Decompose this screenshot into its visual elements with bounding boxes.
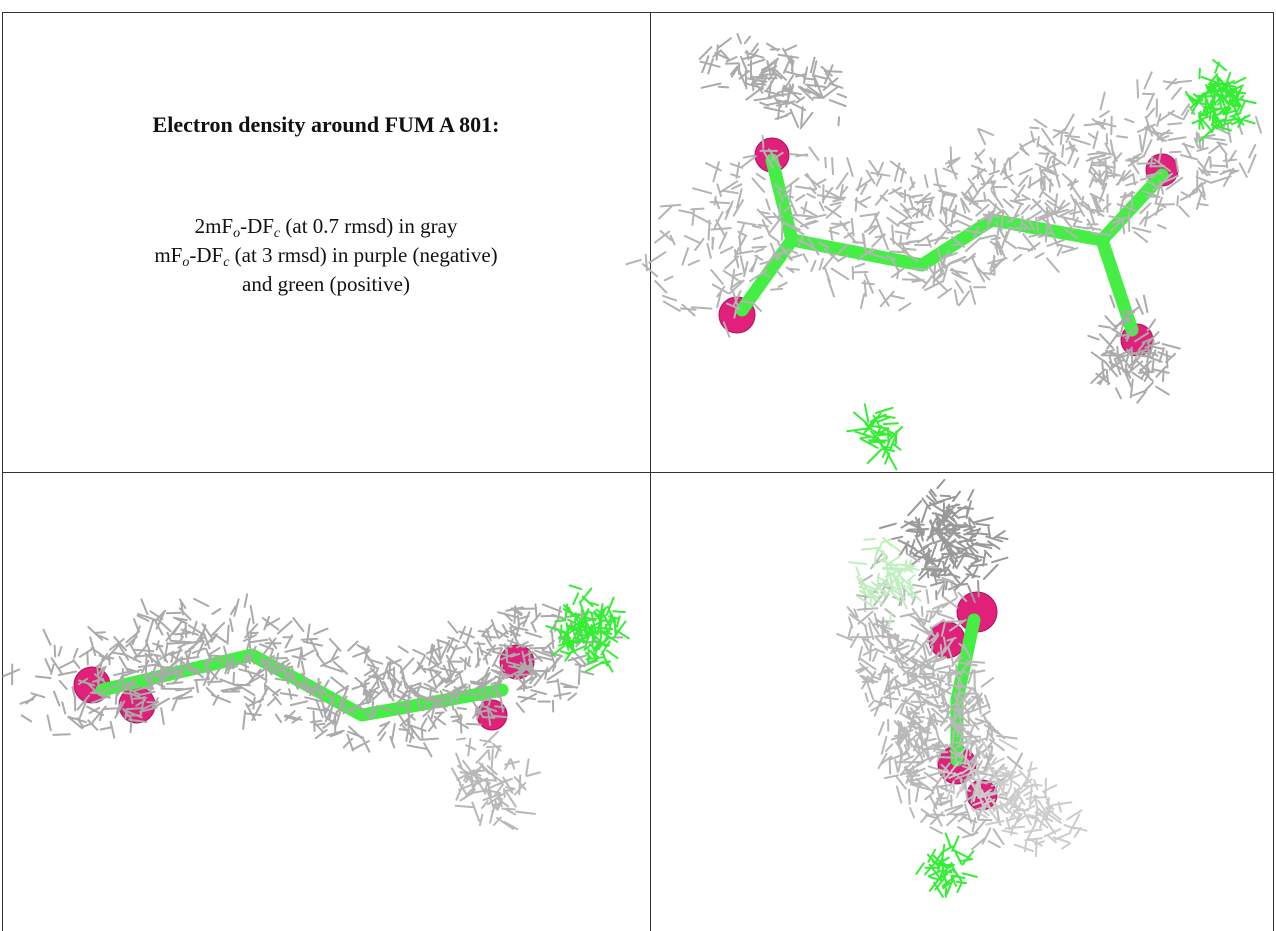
density-mesh (1184, 59, 1257, 143)
density-mesh (698, 33, 847, 130)
bond-stick (1095, 233, 1139, 337)
text-run: -DF (240, 214, 274, 238)
text-run: mF (154, 243, 183, 267)
density-images (2, 12, 1274, 931)
density-mesh (848, 536, 922, 628)
bond-stick (735, 153, 799, 317)
density-mesh (938, 736, 1088, 858)
figure-table: Electron density around FUM A 801: 2mFo-… (2, 12, 1274, 931)
density-mesh (878, 478, 1009, 604)
caption-cell: Electron density around FUM A 801: 2mFo-… (2, 12, 650, 472)
density-mesh (836, 552, 1023, 851)
text-run: and green (positive) (242, 272, 410, 296)
subscript: o (233, 226, 241, 241)
density-mesh (846, 403, 903, 471)
caption-title: Electron density around FUM A 801: (152, 112, 500, 137)
density-mesh (1087, 294, 1181, 404)
subscript: o (182, 255, 190, 270)
text-run: (at 3 rmsd) in purple (negative) (229, 243, 498, 267)
caption-line: and green (positive) (2, 270, 650, 299)
subscript: c (223, 255, 230, 270)
density-mesh (2, 593, 624, 758)
subscript: c (273, 226, 281, 241)
text-run: (at 0.7 rmsd) in gray (280, 214, 458, 238)
caption-line: 2mFo-DFc (at 0.7 rmsd) in gray (2, 212, 650, 241)
caption-line: mFo-DFc (at 3 rmsd) in purple (negative) (2, 241, 650, 270)
density-mesh (450, 730, 541, 831)
text-run: -DF (189, 243, 224, 267)
density-mesh (625, 71, 1262, 338)
density-mesh (545, 584, 630, 673)
text-run: 2mF (194, 214, 234, 238)
density-mesh (915, 832, 978, 898)
caption-lines: 2mFo-DFc (at 0.7 rmsd) in gray mFo-DFc (a… (2, 212, 650, 299)
